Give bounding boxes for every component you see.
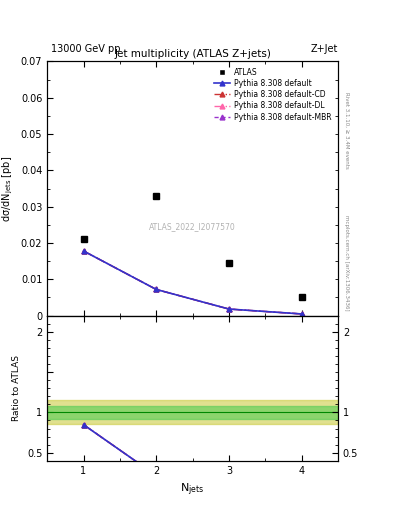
Text: ATLAS_2022_I2077570: ATLAS_2022_I2077570 [149, 222, 236, 231]
Legend: ATLAS, Pythia 8.308 default, Pythia 8.308 default-CD, Pythia 8.308 default-DL, P: ATLAS, Pythia 8.308 default, Pythia 8.30… [211, 65, 334, 124]
Y-axis label: Ratio to ATLAS: Ratio to ATLAS [12, 355, 21, 421]
Text: Rivet 3.1.10, ≥ 3.4M events: Rivet 3.1.10, ≥ 3.4M events [344, 92, 349, 169]
Y-axis label: dσ/dN$_\mathrm{jets}$ [pb]: dσ/dN$_\mathrm{jets}$ [pb] [1, 156, 15, 222]
Bar [47, 406, 338, 419]
Bar [47, 400, 338, 424]
Text: mcplots.cern.ch [arXiv:1306.3436]: mcplots.cern.ch [arXiv:1306.3436] [344, 215, 349, 311]
Text: Z+Jet: Z+Jet [310, 44, 338, 54]
Title: Jet multiplicity (ATLAS Z+jets): Jet multiplicity (ATLAS Z+jets) [114, 49, 271, 59]
Text: 13000 GeV pp: 13000 GeV pp [51, 44, 121, 54]
X-axis label: N$_\mathrm{jets}$: N$_\mathrm{jets}$ [180, 481, 205, 498]
